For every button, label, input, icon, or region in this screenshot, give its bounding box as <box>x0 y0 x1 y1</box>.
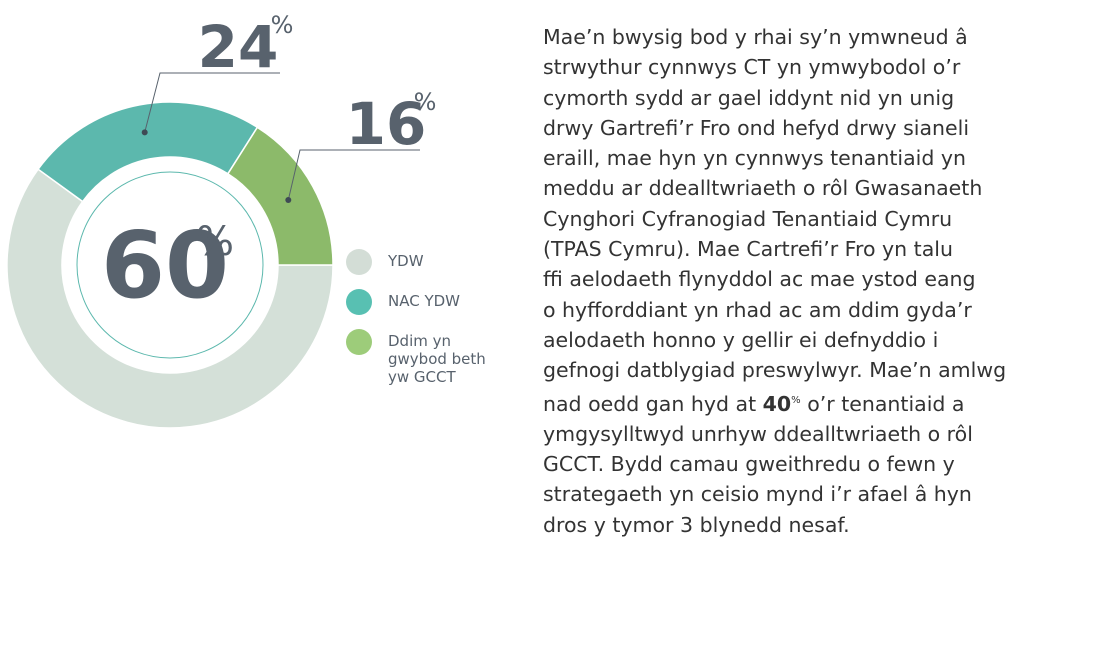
donut-segment <box>37 101 259 203</box>
text-line: o hyfforddiant yn rhad ac am ddim gyda’r <box>543 297 972 322</box>
text-line: nad oedd gan hyd at 40% o’r tenantiaid a <box>543 386 1093 419</box>
value-unit: % <box>414 88 437 116</box>
value-label: 60 <box>101 212 229 319</box>
text-line: strategaeth yn ceisio mynd i’r afael â h… <box>543 482 972 507</box>
callout-line <box>287 149 420 201</box>
inner-ring <box>76 171 264 359</box>
legend-marker <box>346 329 372 355</box>
text-run: o’r tenantiaid a <box>800 391 965 416</box>
callout-line <box>144 72 280 133</box>
value-unit: % <box>196 219 234 265</box>
legend-item: Ddim yn gwybod beth yw GCCT <box>346 329 486 386</box>
chart: 60%24%16% <box>6 11 437 429</box>
text-line: Mae’n bwysig bod y rhai sy’n ymwneud â <box>543 25 968 49</box>
superscript: % <box>791 394 801 406</box>
value-unit: % <box>271 11 294 39</box>
text-line: dros y tymor 3 blynedd nesaf. <box>543 512 850 537</box>
donut-segment <box>226 126 334 266</box>
legend-marker <box>346 289 372 315</box>
legend: YDW NAC YDW Ddim yn gwybod beth yw GCCT <box>346 249 486 408</box>
callout-dot <box>285 196 292 203</box>
legend-label: YDW <box>388 252 424 270</box>
text-line: drwy Gartrefi’r Fro ond hefyd drwy siane… <box>543 115 970 140</box>
donut-segment <box>6 168 334 429</box>
text-line: meddu ar ddealltwriaeth o rôl Gwasanaeth <box>543 176 983 201</box>
legend-item: NAC YDW <box>346 289 486 315</box>
legend-item: YDW <box>346 249 486 275</box>
text-run: nad oedd gan hyd at <box>543 391 763 416</box>
legend-label: NAC YDW <box>388 292 461 310</box>
text-line: ymgysylltwyd unrhyw ddealltwriaeth o rôl <box>543 421 973 446</box>
value-label: 16 <box>346 90 427 158</box>
paragraph: Mae’n bwysig bod y rhai sy’n ymwneud â st… <box>543 22 1093 540</box>
text-line: cymorth sydd ar gael iddynt nid yn unig <box>543 85 955 110</box>
value-label: 24 <box>198 13 279 81</box>
legend-marker <box>346 249 372 275</box>
text-line: aelodaeth honno y gellir ei defnyddio i <box>543 327 939 352</box>
text-line: (TPAS Cymru). Mae Cartrefi’r Fro yn talu <box>543 237 953 262</box>
callout-dot <box>141 129 148 136</box>
bold-number: 40 <box>762 391 792 416</box>
text-line: eraill, mae hyn yn cynnwys tenantiaid yn <box>543 146 966 171</box>
text-line: gefnogi datblygiad preswylwyr. Mae’n aml… <box>543 358 1007 383</box>
text-line: GCCT. Bydd camau gweithredu o fewn y <box>543 452 955 477</box>
text-line: strwythur cynnwys CT yn ymwybodol o’r <box>543 55 961 80</box>
legend-label: Ddim yn gwybod beth yw GCCT <box>388 332 486 386</box>
text-line: Cynghori Cyfranogiad Tenantiaid Cymru <box>543 206 953 231</box>
text-line: ffi aelodaeth flynyddol ac mae ystod ean… <box>543 267 976 292</box>
